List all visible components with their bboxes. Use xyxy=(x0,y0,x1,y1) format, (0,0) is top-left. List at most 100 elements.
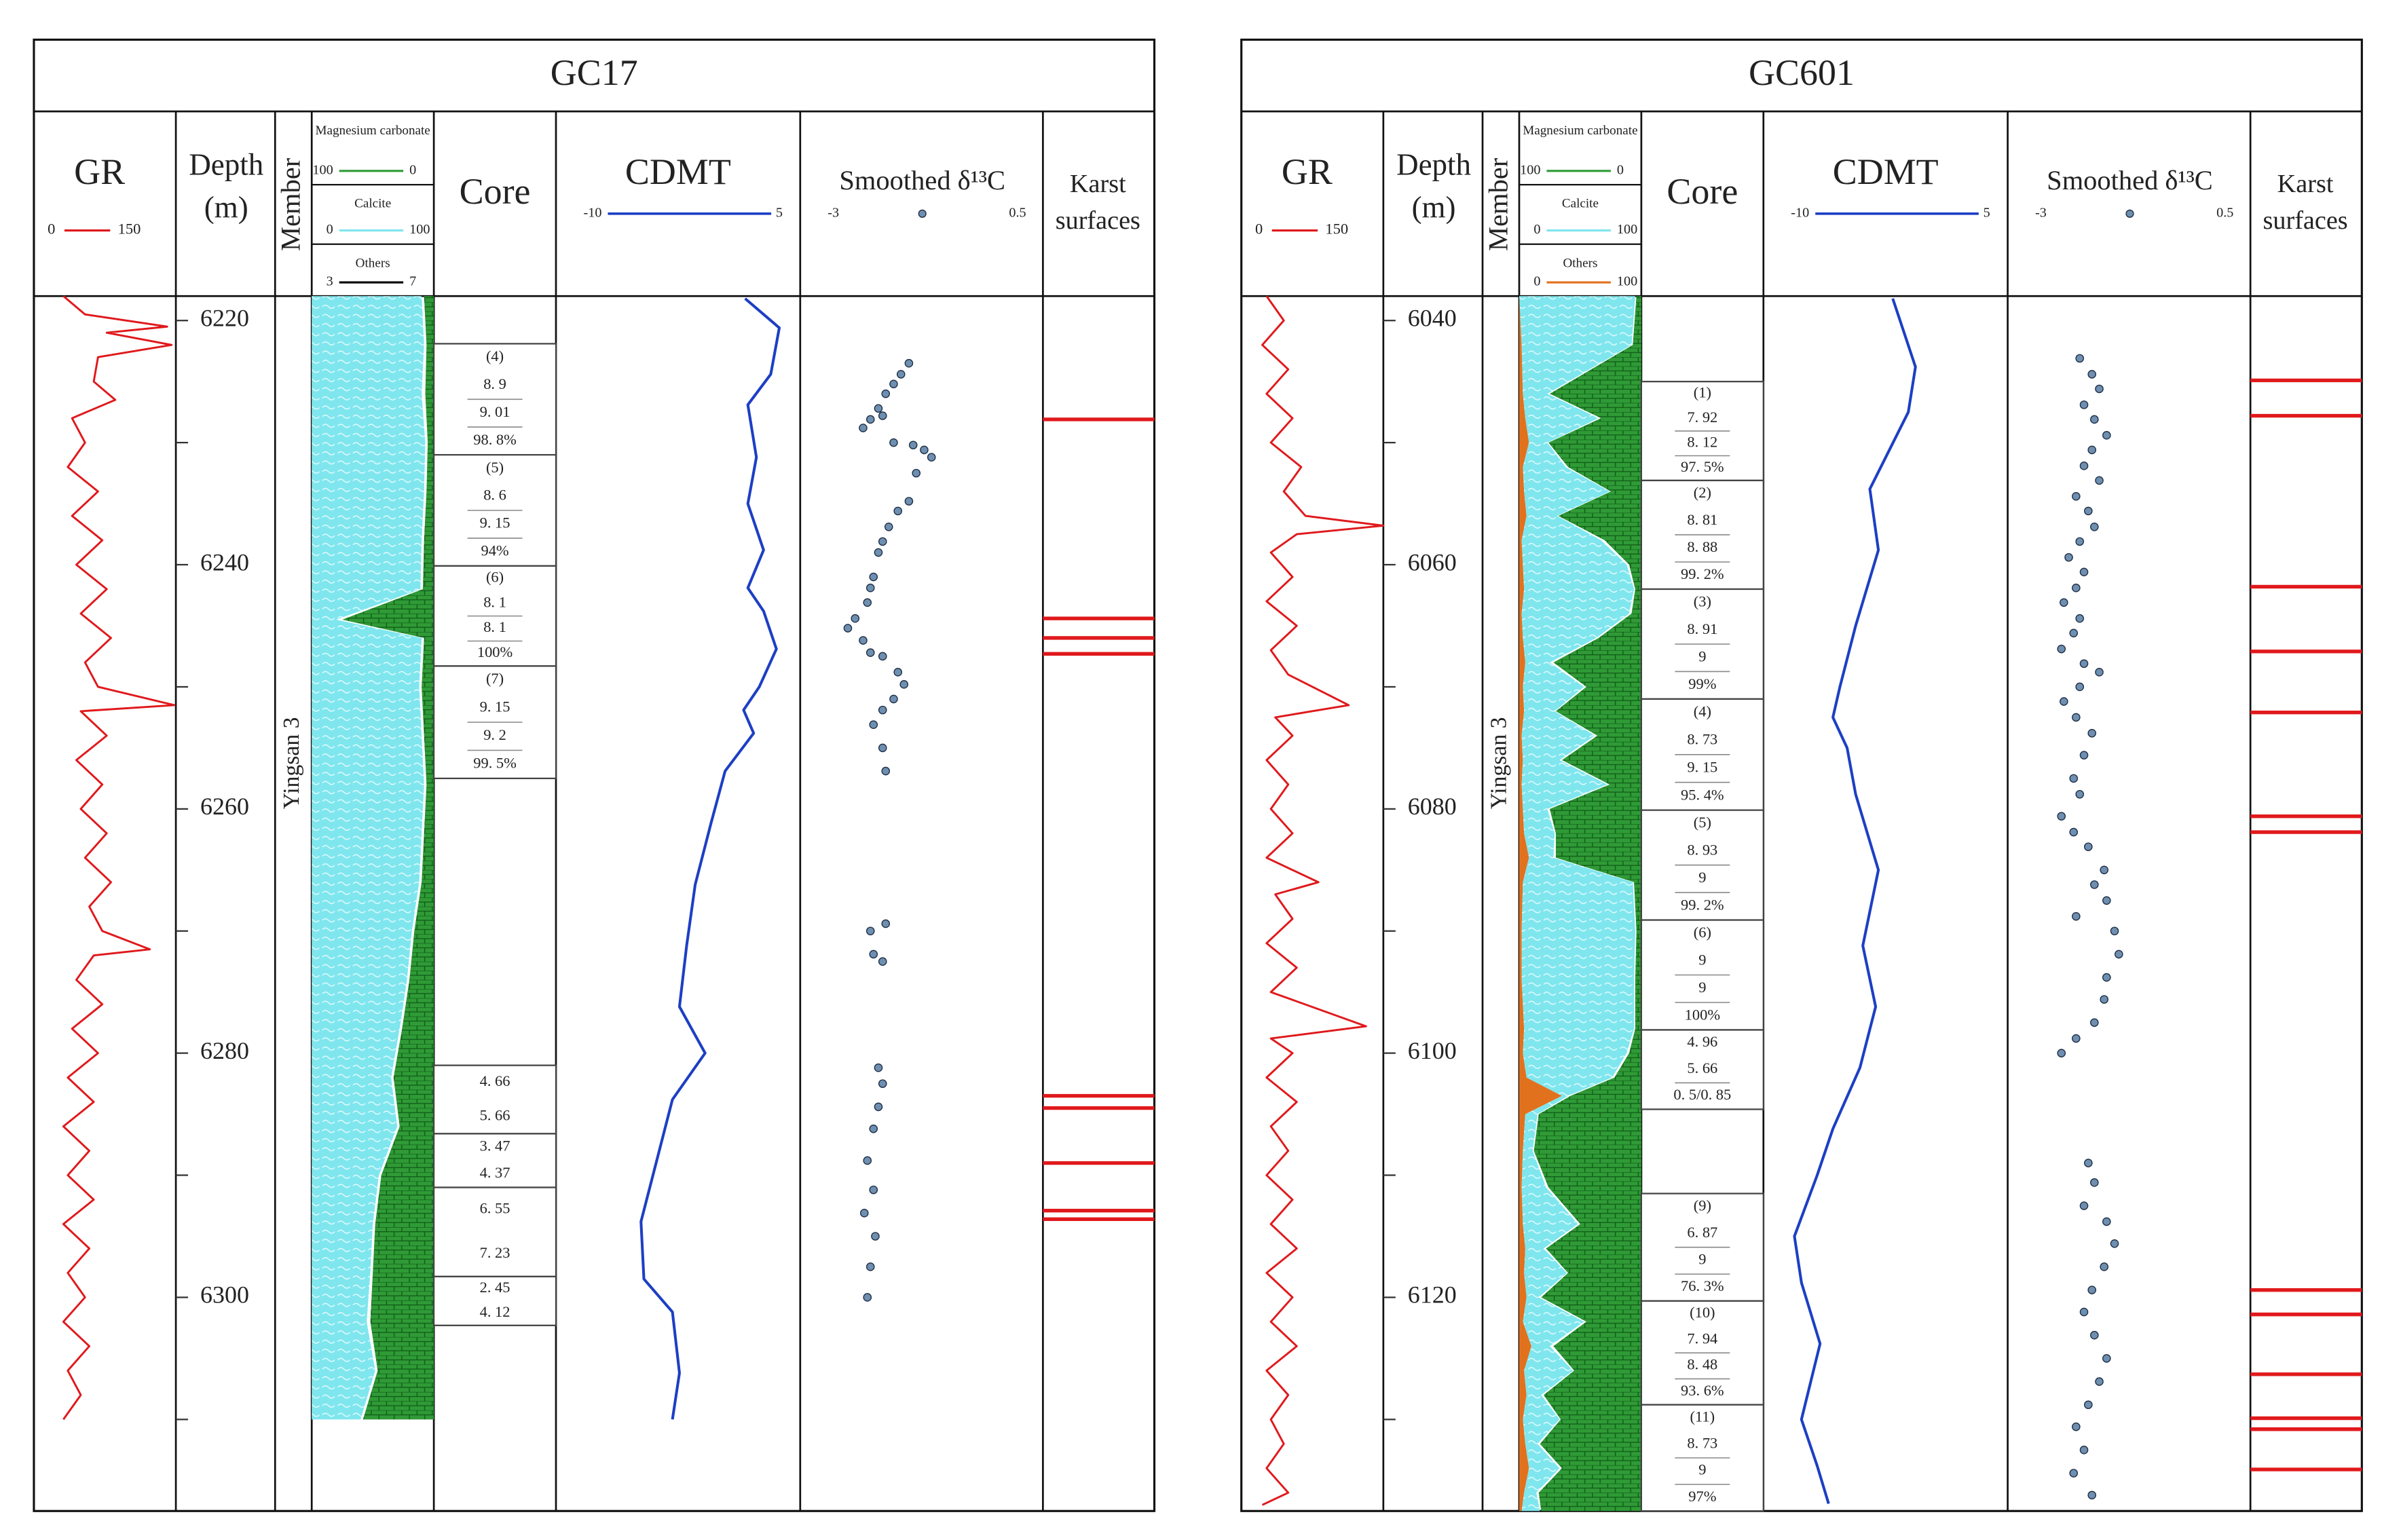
core-text: 93. 6% xyxy=(1681,1382,1724,1399)
d13c-point xyxy=(904,358,914,368)
core-text: 100% xyxy=(1685,1006,1720,1023)
d13c-legend-min: -3 xyxy=(827,205,839,220)
core-text: 98. 8% xyxy=(473,431,517,448)
gr-legend-min: 0 xyxy=(48,221,55,238)
cdmt-legend-max: 5 xyxy=(776,205,783,220)
core-text: 8. 91 xyxy=(1687,620,1717,637)
d13c-point xyxy=(2100,1262,2109,1271)
d13c-point xyxy=(2060,598,2068,607)
depth-tick-label: 6120 xyxy=(1408,1281,1457,1309)
mineral-legend-left: 100 xyxy=(1520,163,1540,178)
d13c-legend-max: 0.5 xyxy=(1009,205,1026,220)
core-text: 8. 48 xyxy=(1687,1356,1717,1373)
others-area xyxy=(1519,296,1562,1511)
d13c-point xyxy=(2095,476,2104,485)
mineral-legend-right: 100 xyxy=(409,222,430,237)
depth-tick-label: 6220 xyxy=(200,304,249,331)
d13c-point xyxy=(859,424,868,432)
d13c-point xyxy=(2079,1307,2089,1317)
core-text: 9. 15 xyxy=(1687,758,1717,775)
core-text: 9. 2 xyxy=(483,726,506,743)
d13c-point xyxy=(2075,789,2085,799)
magnesium-carbonate-area xyxy=(342,296,434,1420)
d13c-point xyxy=(889,379,898,389)
mineral-name: Calcite xyxy=(354,197,391,211)
d13c-point xyxy=(2090,522,2099,531)
d13c-point xyxy=(2072,912,2081,921)
core-title: Core xyxy=(460,171,531,212)
d13c-point xyxy=(869,572,878,582)
core-text: 8. 93 xyxy=(1687,842,1717,859)
core-text: 4. 37 xyxy=(480,1164,510,1181)
d13c-point xyxy=(869,1185,878,1195)
gr-curve xyxy=(62,295,176,1421)
core-text: 9. 01 xyxy=(480,403,510,420)
mineral-name: Calcite xyxy=(1562,197,1599,211)
d13c-point xyxy=(874,1102,883,1112)
d13c-point xyxy=(2115,950,2123,959)
cdmt-legend-min: -10 xyxy=(1791,205,1809,220)
d13c-point xyxy=(2084,506,2093,516)
core-text: 99. 5% xyxy=(473,754,517,771)
core-text: 7. 94 xyxy=(1687,1330,1717,1347)
core-text: (5) xyxy=(486,459,504,476)
d13c-point xyxy=(2079,567,2089,577)
d13c-point xyxy=(2100,865,2109,875)
d13c-point xyxy=(2064,552,2073,562)
d13c-point xyxy=(2087,370,2097,379)
d13c-point xyxy=(874,404,883,413)
d13c-point xyxy=(2057,1049,2066,1057)
d13c-point xyxy=(2060,697,2068,706)
depth-tick-label: 6240 xyxy=(200,548,249,576)
core-text: 7. 92 xyxy=(1687,409,1717,426)
d13c-point xyxy=(878,957,887,966)
d13c-point xyxy=(2090,415,2099,424)
d13c-title: Smoothed δ¹³C xyxy=(839,165,1005,195)
core-text: 9 xyxy=(1698,951,1706,968)
core-text: (2) xyxy=(1694,484,1711,501)
core-text: 95. 4% xyxy=(1681,786,1724,803)
d13c-point xyxy=(904,497,914,506)
depth-unit: (m) xyxy=(1412,191,1456,225)
d13c-point xyxy=(908,440,918,450)
member-header: Member xyxy=(1483,157,1513,251)
d13c-point xyxy=(2090,880,2099,889)
core-text: (1) xyxy=(1694,384,1711,401)
d13c-point xyxy=(2069,774,2079,783)
panel-frame xyxy=(33,38,1156,1512)
mineral-legend-left: 0 xyxy=(1533,222,1540,237)
d13c-point xyxy=(2095,384,2104,394)
depth-unit: (m) xyxy=(204,191,248,225)
mineral-legend-right: 0 xyxy=(409,163,416,178)
d13c-legend-dot xyxy=(918,209,927,218)
karst-title: Karst xyxy=(1070,170,1126,198)
d13c-point xyxy=(878,705,887,715)
core-text: 8. 9 xyxy=(483,375,506,392)
karst-title: surfaces xyxy=(1056,206,1140,235)
mineral-legend-right: 7 xyxy=(409,274,416,289)
d13c-point xyxy=(2087,445,2097,455)
d13c-point xyxy=(863,1293,872,1302)
core-text: 97% xyxy=(1688,1488,1716,1505)
d13c-point xyxy=(871,1232,880,1241)
core-text: (9) xyxy=(1694,1197,1711,1214)
core-box xyxy=(432,1133,557,1188)
karst-title: surfaces xyxy=(2263,206,2347,235)
core-text: 99% xyxy=(1688,675,1716,692)
mineral-name: Others xyxy=(1563,256,1597,270)
d13c-point xyxy=(2087,729,2097,738)
d13c-point xyxy=(2079,462,2089,470)
gr-legend-max: 150 xyxy=(1325,221,1348,238)
d13c-point xyxy=(2084,1159,2093,1167)
mineral-name: Others xyxy=(356,256,390,270)
d13c-point xyxy=(851,614,860,623)
core-box xyxy=(1640,1029,1764,1110)
calcite-area xyxy=(312,296,426,1420)
mineral-legend-left: 0 xyxy=(1533,274,1540,289)
d13c-point xyxy=(2102,1217,2111,1226)
d13c-point xyxy=(843,624,853,633)
d13c-point xyxy=(869,1124,878,1133)
d13c-point xyxy=(896,370,906,379)
depth-label: Depth xyxy=(189,148,263,182)
